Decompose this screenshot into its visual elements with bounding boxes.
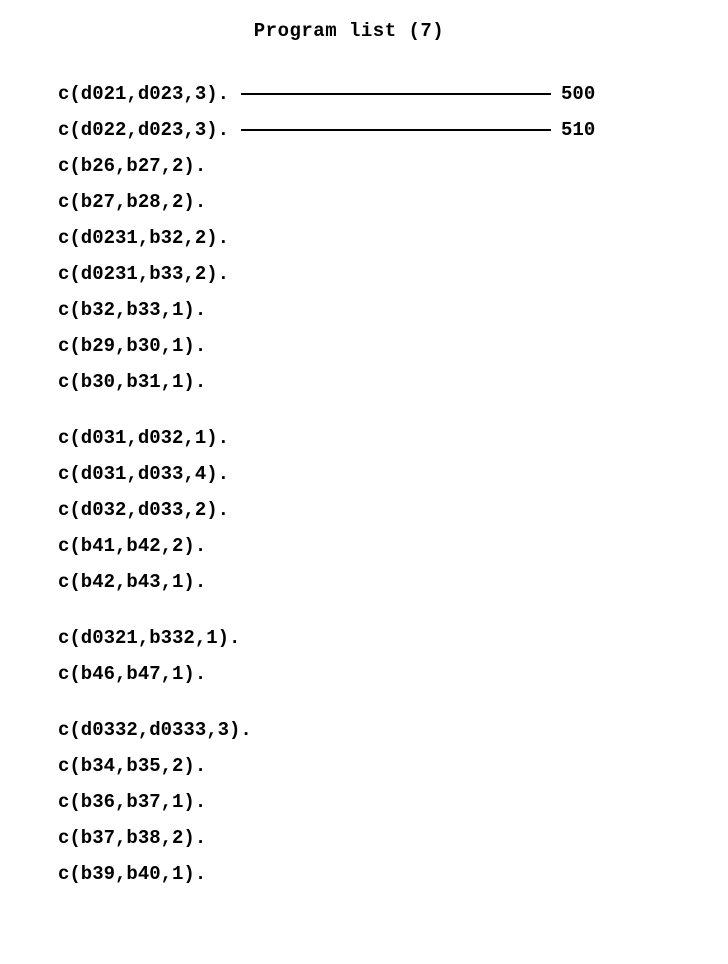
code-line: c(b34,b35,2). [58, 748, 728, 784]
code-text: c(d0332,d0333,3). [58, 719, 252, 741]
line-number: 500 [561, 83, 595, 105]
code-text: c(b29,b30,1). [58, 335, 206, 357]
code-line: c(d0321,b332,1). [58, 620, 728, 656]
code-line: c(d0332,d0333,3). [58, 712, 728, 748]
code-line: c(d021,d023,3). 500 [58, 76, 728, 112]
code-line: c(b32,b33,1). [58, 292, 728, 328]
blank-line [58, 692, 728, 712]
code-text: c(d0321,b332,1). [58, 627, 240, 649]
code-line: c(b46,b47,1). [58, 656, 728, 692]
code-line: c(b41,b42,2). [58, 528, 728, 564]
page: Program list (7) c(d021,d023,3).500c(d02… [0, 0, 728, 964]
code-line: c(d0231,b32,2). [58, 220, 728, 256]
code-line: c(d032,d033,2). [58, 492, 728, 528]
code-text: c(d0231,b33,2). [58, 263, 229, 285]
code-line: c(b27,b28,2). [58, 184, 728, 220]
code-text: c(d031,d033,4). [58, 463, 229, 485]
code-text: c(b26,b27,2). [58, 155, 206, 177]
code-text: c(b27,b28,2). [58, 191, 206, 213]
code-text: c(b42,b43,1). [58, 571, 206, 593]
leader-rule [241, 129, 551, 131]
code-text: c(b32,b33,1). [58, 299, 206, 321]
code-listing: c(d021,d023,3). 500 c(d022,d023,3). 510 c(b2… [0, 76, 728, 892]
code-line: c(d031,d032,1). [58, 420, 728, 456]
code-line: c(d0231,b33,2). [58, 256, 728, 292]
code-line: c(d022,d023,3). 510 [58, 112, 728, 148]
code-text: c(d022,d023,3). [58, 119, 229, 141]
code-text: c(d031,d032,1). [58, 427, 229, 449]
code-text: c(d032,d033,2). [58, 499, 229, 521]
code-text: c(d021,d023,3). [58, 83, 229, 105]
code-line: c(b42,b43,1). [58, 564, 728, 600]
code-text: c(b39,b40,1). [58, 863, 206, 885]
code-text: c(b37,b38,2). [58, 827, 206, 849]
code-text: c(d0231,b32,2). [58, 227, 229, 249]
code-text: c(b30,b31,1). [58, 371, 206, 393]
code-line: c(b30,b31,1). [58, 364, 728, 400]
code-line: c(b29,b30,1). [58, 328, 728, 364]
leader-rule [241, 93, 551, 95]
page-title: Program list (7) [0, 20, 728, 42]
line-number: 510 [561, 119, 595, 141]
blank-line [58, 400, 728, 420]
code-line: c(b37,b38,2). [58, 820, 728, 856]
code-text: c(b36,b37,1). [58, 791, 206, 813]
code-line: c(b39,b40,1). [58, 856, 728, 892]
blank-line [58, 600, 728, 620]
code-line: c(b36,b37,1). [58, 784, 728, 820]
code-line: c(d031,d033,4). [58, 456, 728, 492]
code-text: c(b41,b42,2). [58, 535, 206, 557]
code-text: c(b46,b47,1). [58, 663, 206, 685]
code-text: c(b34,b35,2). [58, 755, 206, 777]
code-line: c(b26,b27,2). [58, 148, 728, 184]
